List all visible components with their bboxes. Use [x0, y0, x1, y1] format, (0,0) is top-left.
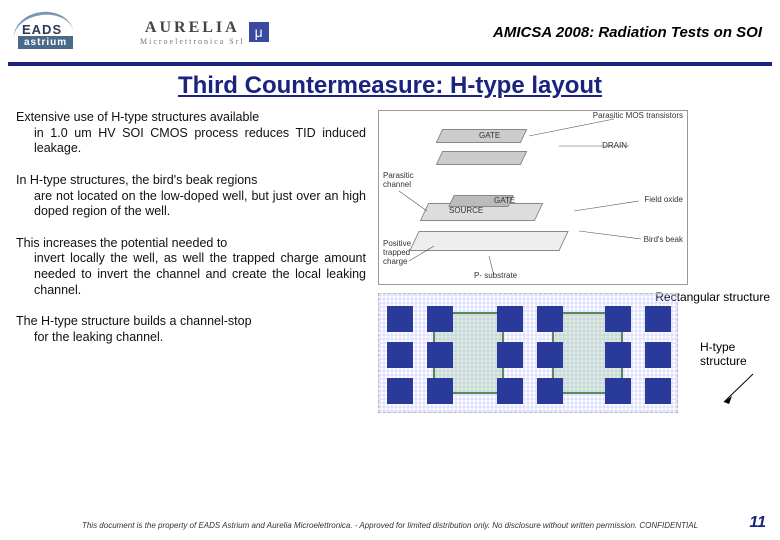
label-gate-top: GATE: [479, 131, 500, 140]
label-source: SOURCE: [449, 206, 483, 215]
slide-title: Third Countermeasure: H-type layout: [0, 72, 780, 100]
aurelia-name: AURELIA: [145, 19, 240, 37]
astrium-text: astrium: [18, 36, 73, 49]
label-p-substrate: P- substrate: [474, 271, 517, 280]
eads-astrium-logo: EADS astrium: [10, 10, 110, 55]
header: EADS astrium AURELIA Microelettronica Sr…: [0, 0, 780, 60]
paragraph-4: The H-type structure builds a channel-st…: [16, 314, 366, 345]
eads-text: EADS: [22, 22, 62, 37]
htype-caption: H-type structure: [700, 340, 770, 368]
paragraph-1: Extensive use of H-type structures avail…: [16, 110, 366, 157]
conference-title: AMICSA 2008: Radiation Tests on SOI: [493, 24, 770, 41]
aurelia-sub: Microelettronica Srl: [140, 37, 245, 46]
label-drain: DRAIN: [602, 141, 627, 150]
h-type-structure-diagram: [378, 293, 678, 413]
label-gate-mid: GATE: [494, 196, 515, 205]
label-field-oxide: Field oxide: [644, 195, 683, 204]
figure-column: Parasitic MOS transistors GATE DRAIN Par…: [366, 110, 764, 413]
content-area: Extensive use of H-type structures avail…: [0, 110, 780, 413]
label-parasitic-channel: Parasitic channel: [383, 171, 423, 189]
arrow-icon: [718, 372, 758, 412]
footer-confidential: This document is the property of EADS As…: [0, 521, 780, 530]
label-birds-beak: Bird's beak: [644, 235, 683, 244]
page-number: 11: [749, 514, 766, 532]
text-column: Extensive use of H-type structures avail…: [16, 110, 366, 413]
paragraph-3: This increases the potential needed to i…: [16, 236, 366, 299]
label-positive-trapped: Positive trapped charge: [383, 239, 433, 266]
label-parasitic-mos: Parasitic MOS transistors: [593, 111, 683, 120]
aurelia-logo: AURELIA Microelettronica Srl μ: [140, 19, 269, 46]
rectangular-structure-diagram: Parasitic MOS transistors GATE DRAIN Par…: [378, 110, 688, 285]
paragraph-2: In H-type structures, the bird's beak re…: [16, 173, 366, 220]
header-rule: [8, 62, 772, 66]
mu-icon: μ: [249, 22, 269, 42]
